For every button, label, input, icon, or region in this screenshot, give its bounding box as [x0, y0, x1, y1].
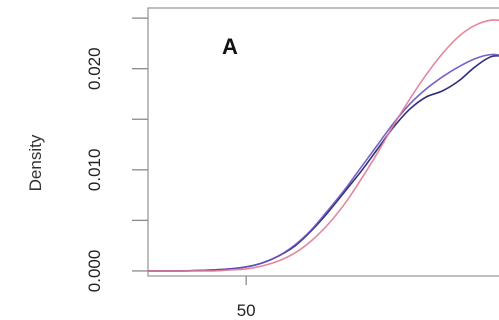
density-curve-2	[148, 53, 499, 272]
y-tick-label: 0.020	[85, 47, 104, 90]
x-tick-label: 50	[237, 301, 256, 320]
series-layer	[148, 19, 499, 272]
y-axis: 0.000 0.010 0.020	[85, 17, 148, 293]
x-axis: 50	[237, 276, 256, 320]
density-curve-1	[148, 54, 499, 272]
density-curve-3	[148, 19, 499, 272]
plot-frame	[147, 7, 499, 277]
panel-label: A	[222, 34, 238, 59]
y-tick-label: 0.010	[85, 149, 104, 192]
y-tick-label: 0.000	[85, 250, 104, 293]
y-axis-title: Density	[26, 134, 45, 191]
